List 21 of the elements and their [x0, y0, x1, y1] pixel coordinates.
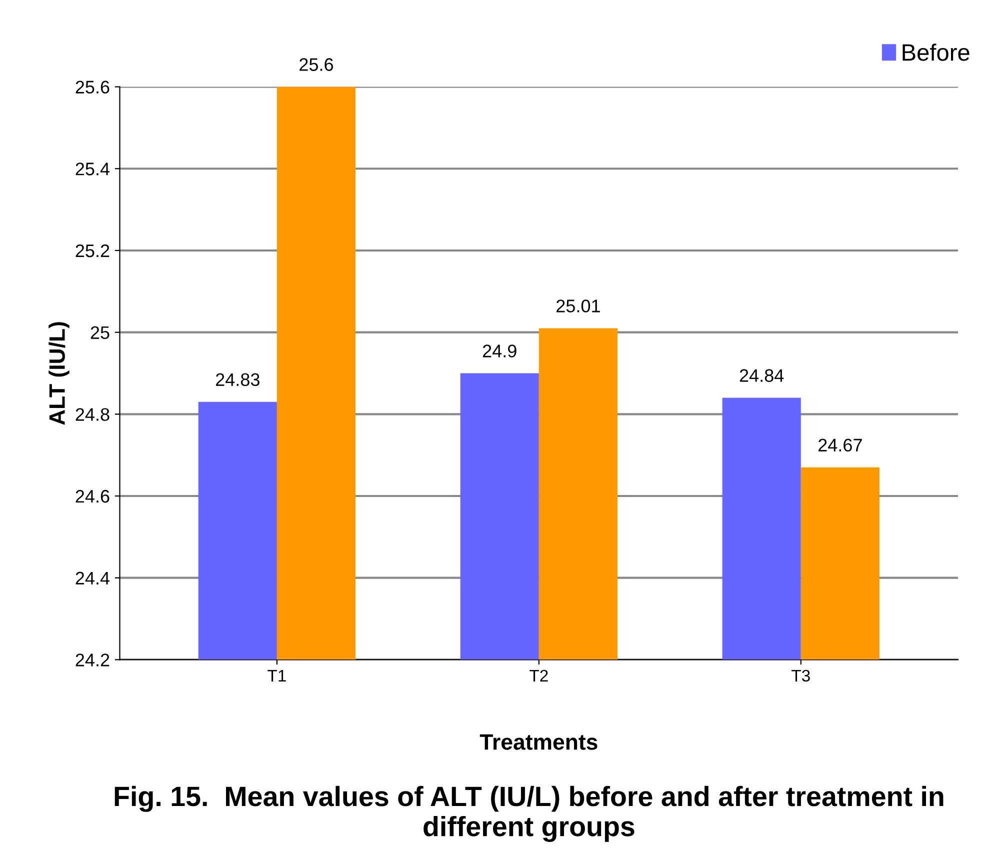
text: Fig. 15. Mean values of ALT (IU/L) before and after treatment in different groups	[114, 786, 944, 842]
y-tick-label: 25.6	[76, 80, 110, 94]
data-label: 24.83	[216, 373, 260, 386]
data-label: 25.01	[556, 300, 600, 312]
y-tick-label: 25.2	[76, 244, 110, 258]
data-label: 25.6	[300, 58, 334, 71]
y-tick-label: 24.6	[76, 490, 110, 503]
x-axis-title: Treatments	[480, 734, 598, 750]
y-tick-label: 25.4	[76, 162, 110, 176]
data-label: 24.84	[740, 369, 784, 382]
y-tick-label: 24.2	[76, 654, 110, 666]
data-label: 24.9	[482, 344, 516, 358]
x-tick-label: T3	[792, 670, 810, 682]
data-label: 24.67	[818, 438, 862, 452]
legend-label: Before	[902, 44, 970, 61]
y-axis-title: ALT (IU/L)	[48, 322, 70, 425]
x-tick-label: T2	[530, 670, 548, 682]
y-tick-label: 24.8	[76, 408, 110, 421]
x-tick-label: T1	[268, 670, 286, 682]
y-tick-label: 25	[90, 326, 110, 340]
y-tick-label: 24.4	[76, 572, 110, 584]
